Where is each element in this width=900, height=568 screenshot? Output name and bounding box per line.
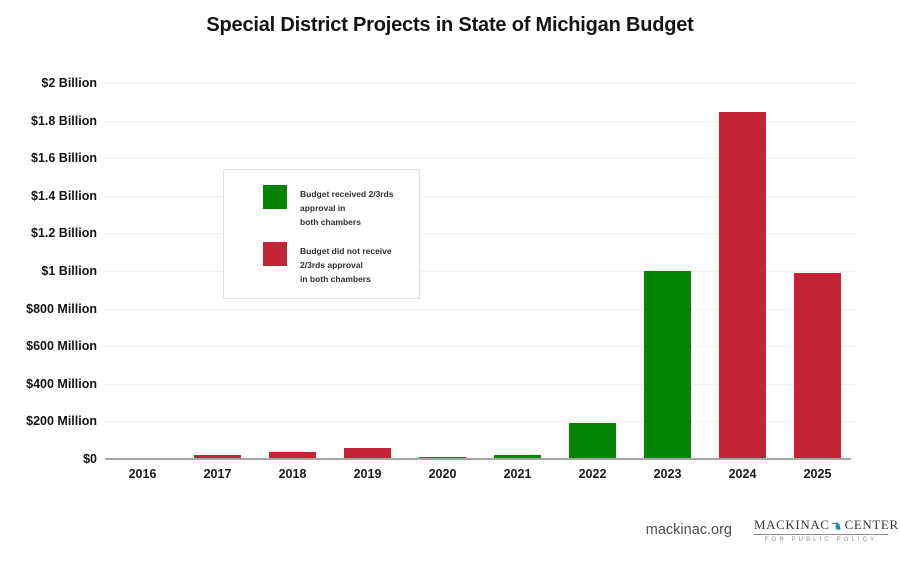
bar-2017 <box>194 455 241 459</box>
x-tick-label: 2017 <box>203 467 232 481</box>
logo-divider <box>754 534 888 535</box>
logo-name-row: MACKINAC CENTER <box>754 517 898 533</box>
legend-item-approved: Budget received 2/3rds approval in both c… <box>263 185 413 229</box>
gridline <box>105 120 855 122</box>
mackinac-center-logo: MACKINAC CENTER FOR PUBLIC POLICY <box>754 517 898 543</box>
logo-text-mackinac: MACKINAC <box>754 517 830 532</box>
legend-swatch-not_approved <box>263 242 287 267</box>
y-tick-label: $1 Billion <box>41 264 97 278</box>
x-tick-label: 2023 <box>653 467 682 481</box>
bar-2021 <box>494 455 541 459</box>
y-tick-label: $1.6 Billion <box>31 151 97 166</box>
y-tick-label: $1.8 Billion <box>31 113 97 128</box>
y-tick-label: $1.2 Billion <box>31 226 97 241</box>
x-tick-label: 2021 <box>503 467 532 481</box>
y-tick-label: $1.4 Billion <box>31 188 97 203</box>
y-tick-label: $2 Billion <box>41 76 97 90</box>
website-text: mackinac.org <box>645 522 732 538</box>
y-tick-label: $400 Million <box>26 376 97 391</box>
gridline <box>105 383 855 385</box>
x-tick-label: 2018 <box>278 467 307 481</box>
logo-tagline: FOR PUBLIC POLICY <box>764 537 878 543</box>
bar-2020 <box>419 456 466 459</box>
x-tick-label: 2020 <box>428 467 457 481</box>
chart-title: Special District Projects in State of Mi… <box>206 14 694 36</box>
x-tick-label: 2022 <box>578 467 607 481</box>
legend: Budget received 2/3rds approval in both c… <box>223 169 420 300</box>
gridline <box>105 83 855 84</box>
bar-2022 <box>569 422 616 459</box>
legend-label: Budget received 2/3rds approval in both c… <box>300 189 394 228</box>
gridline <box>105 195 855 197</box>
bar-2019 <box>344 448 391 459</box>
michigan-icon <box>830 518 845 533</box>
gridline <box>105 271 855 272</box>
x-tick-label: 2024 <box>728 467 757 481</box>
gridline <box>105 158 855 160</box>
legend-label: Budget did not receive 2/3rds approval in… <box>300 246 392 285</box>
y-tick-label: $0 <box>83 452 97 466</box>
y-tick-label: $200 Million <box>26 414 97 429</box>
plot-area <box>105 83 855 459</box>
footer: mackinac.org MACKINAC CENTER FOR PUBLIC … <box>645 517 898 543</box>
gridline <box>105 346 855 348</box>
gridline <box>105 308 855 310</box>
x-tick-label: 2019 <box>353 467 382 481</box>
bar-2023 <box>644 271 691 459</box>
x-tick-label: 2016 <box>128 467 157 481</box>
legend-swatch-approved <box>263 185 287 209</box>
legend-item-not_approved: Budget did not receive 2/3rds approval in… <box>263 242 413 286</box>
bar-2024 <box>719 112 766 459</box>
gridline <box>105 233 855 235</box>
y-tick-label: $800 Million <box>26 301 97 316</box>
bar-2025 <box>794 272 841 459</box>
y-tick-label: $600 Million <box>26 339 97 354</box>
x-tick-label: 2025 <box>803 467 832 481</box>
logo-text-center: CENTER <box>844 517 899 532</box>
bar-2018 <box>269 452 316 459</box>
x-axis-line <box>105 458 851 460</box>
gridline <box>105 421 855 423</box>
